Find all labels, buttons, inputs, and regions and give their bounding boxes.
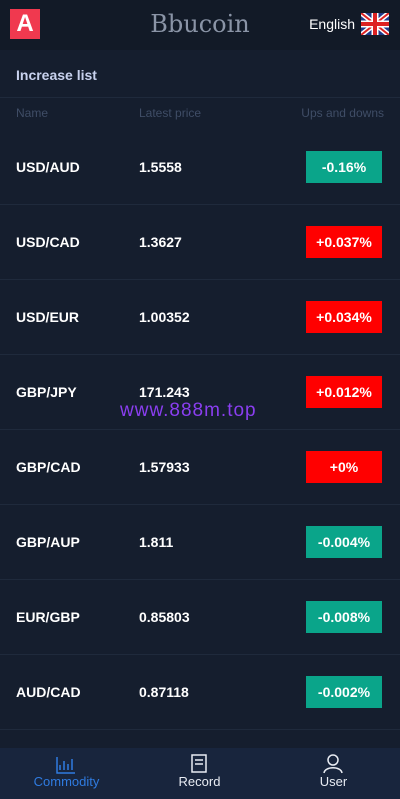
header: A Bbucoin English xyxy=(0,0,400,50)
list-row[interactable]: AUD/CAD 0.87118 -0.002% xyxy=(0,655,400,730)
change-badge: -0.004% xyxy=(306,526,382,558)
language[interactable]: English xyxy=(309,16,355,32)
change-badge: -0.002% xyxy=(306,676,382,708)
column-header: Name xyxy=(16,106,49,120)
list-row[interactable]: USD/CAD 1.3627 +0.037% xyxy=(0,205,400,280)
tab[interactable]: Commodity xyxy=(33,774,100,789)
icon xyxy=(191,754,207,773)
change-badge: +0.012% xyxy=(306,376,382,408)
price: 1.3627 xyxy=(139,234,182,250)
watermark: www.888m.top xyxy=(120,400,257,421)
column-header: Latest price xyxy=(139,106,202,120)
change-badge: -0.16% xyxy=(306,151,382,183)
icon xyxy=(56,757,75,774)
list-row[interactable]: GBP/CAD 1.57933 +0% xyxy=(0,430,400,505)
tab[interactable]: User xyxy=(319,774,348,789)
pair-name: GBP/CAD xyxy=(16,459,81,475)
bottom-nav: Commodity Record User xyxy=(0,748,400,799)
pair-name: USD/EUR xyxy=(16,309,80,325)
pair-name: GBP/JPY xyxy=(16,384,77,400)
price: 1.00352 xyxy=(139,309,190,325)
price: 171.243 xyxy=(139,384,190,400)
list-row[interactable]: EUR/GBP 0.85803 -0.008% xyxy=(0,580,400,655)
price: 0.87118 xyxy=(139,684,189,700)
list-row[interactable]: USD/AUD 1.5558 -0.16% xyxy=(0,130,400,205)
price: 1.811 xyxy=(139,534,174,550)
brand: Bbucoin xyxy=(150,10,250,38)
tab[interactable]: Record xyxy=(178,774,221,789)
flag[interactable] xyxy=(361,13,389,35)
pair-name: GBP/AUP xyxy=(16,534,80,550)
change-badge: +0.037% xyxy=(306,226,382,258)
change-badge: +0% xyxy=(306,451,382,483)
icon xyxy=(323,754,343,774)
pair-name: AUD/CAD xyxy=(16,684,81,700)
list-row[interactable]: GBP/AUP 1.811 -0.004% xyxy=(0,505,400,580)
list-row[interactable]: USD/EUR 1.00352 +0.034% xyxy=(0,280,400,355)
divider xyxy=(0,97,400,98)
pair-name: EUR/GBP xyxy=(16,609,80,625)
price: 1.5558 xyxy=(139,159,182,175)
change-badge: -0.008% xyxy=(306,601,382,633)
price: 0.85803 xyxy=(139,609,190,625)
section-title: Increase list xyxy=(16,67,97,83)
pair-name: USD/CAD xyxy=(16,234,80,250)
column-header: Ups and downs xyxy=(301,106,384,120)
price: 1.57933 xyxy=(139,459,190,475)
change-badge: +0.034% xyxy=(306,301,382,333)
logo[interactable]: A xyxy=(10,9,40,39)
list-row[interactable]: GBP/JPY 171.243 +0.012% xyxy=(0,355,400,430)
pair-name: USD/AUD xyxy=(16,159,80,175)
